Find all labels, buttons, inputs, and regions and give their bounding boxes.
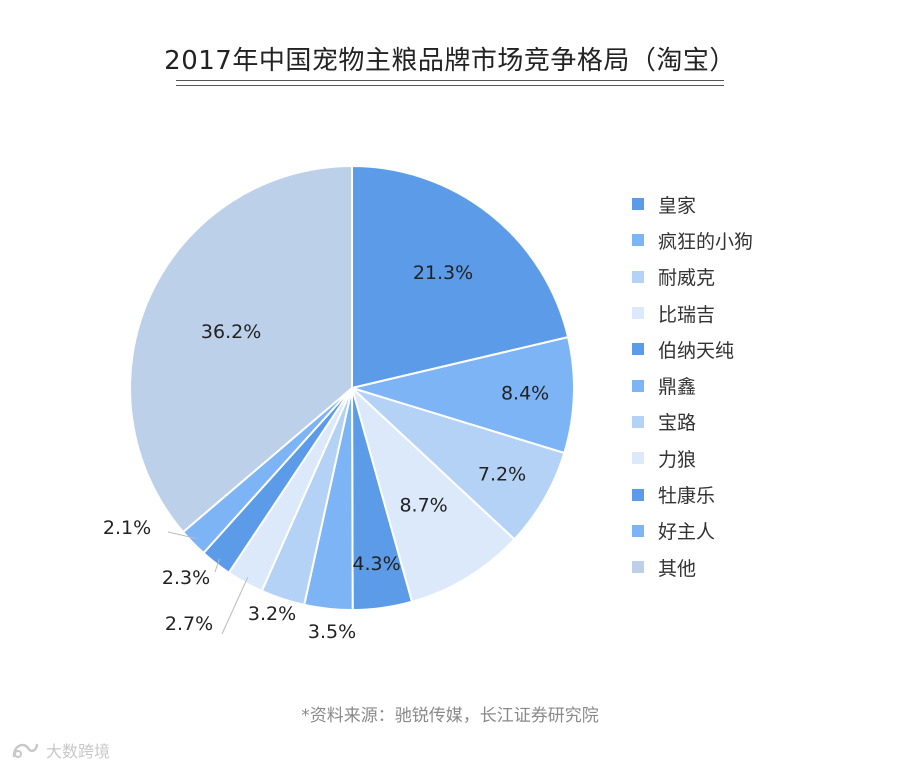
pie-slice-4 [350,384,516,603]
title-underline-top [176,80,724,81]
data-label-10: 2.1% [103,517,151,539]
pie-slice-2 [348,335,575,455]
leader-line-8 [221,576,249,635]
chart-title: 2017年中国宠物主粮品牌市场竞争格局（淘宝） [164,46,736,76]
legend-label: 其他 [658,557,697,580]
watermark-text: 大数跨境 [46,742,111,761]
chart-legend: 皇家疯狂的小狗耐威克比瑞吉伯纳天纯鼎鑫宝路力狼牡康乐好主人其他 [632,186,753,585]
legend-swatch [632,307,644,320]
legend-swatch [632,198,644,211]
legend-label: 伯纳天纯 [658,339,735,362]
brand-logo-icon [12,743,39,758]
data-label-11: 36.2% [201,321,261,343]
data-label-1: 21.3% [413,262,473,284]
legend-label: 比瑞吉 [658,303,716,326]
legend-swatch [632,524,644,537]
legend-item-9: 牡康乐 [632,476,753,512]
legend-item-1: 皇家 [632,186,753,222]
data-label-6: 3.5% [308,621,356,643]
legend-label: 好主人 [658,521,716,544]
legend-swatch [632,234,644,247]
legend-item-8: 力狼 [632,440,753,476]
legend-item-3: 耐威克 [632,259,753,295]
pie-slice-1 [351,164,570,390]
legend-item-4: 比瑞吉 [632,295,753,331]
legend-swatch [632,270,644,283]
data-label-9: 2.3% [162,567,210,589]
legend-label: 鼎鑫 [658,376,697,399]
legend-label: 皇家 [658,194,697,217]
legend-label: 疯狂的小狗 [658,230,754,253]
data-label-3: 7.2% [478,464,526,486]
legend-swatch [632,452,644,465]
legend-label: 耐威克 [658,267,716,290]
legend-swatch [632,488,644,501]
legend-item-7: 宝路 [632,404,753,440]
leader-line-10 [167,531,198,540]
legend-swatch [632,343,644,356]
title-underline-bottom [176,85,724,86]
watermark: 大数跨境 [10,738,110,762]
legend-swatch [632,379,644,392]
legend-item-10: 好主人 [632,513,753,549]
legend-label: 宝路 [658,412,697,435]
legend-item-11: 其他 [632,549,753,585]
legend-item-2: 疯狂的小狗 [632,222,753,258]
data-label-7: 3.2% [248,603,296,625]
legend-swatch [632,561,644,574]
data-label-5: 4.3% [352,553,400,575]
source-note: *资料来源：驰锐传媒，长江证券研究院 [301,706,599,726]
data-label-8: 2.7% [165,613,213,635]
legend-item-6: 鼎鑫 [632,367,753,403]
data-label-4: 8.7% [399,495,447,517]
pie-slice-11 [129,164,353,534]
leader-line-9 [214,558,220,573]
legend-item-5: 伯纳天纯 [632,331,753,367]
legend-swatch [632,415,644,428]
legend-label: 力狼 [658,448,697,471]
pie-slice-3 [351,387,566,541]
legend-label: 牡康乐 [658,485,716,508]
data-label-2: 8.4% [501,383,549,405]
